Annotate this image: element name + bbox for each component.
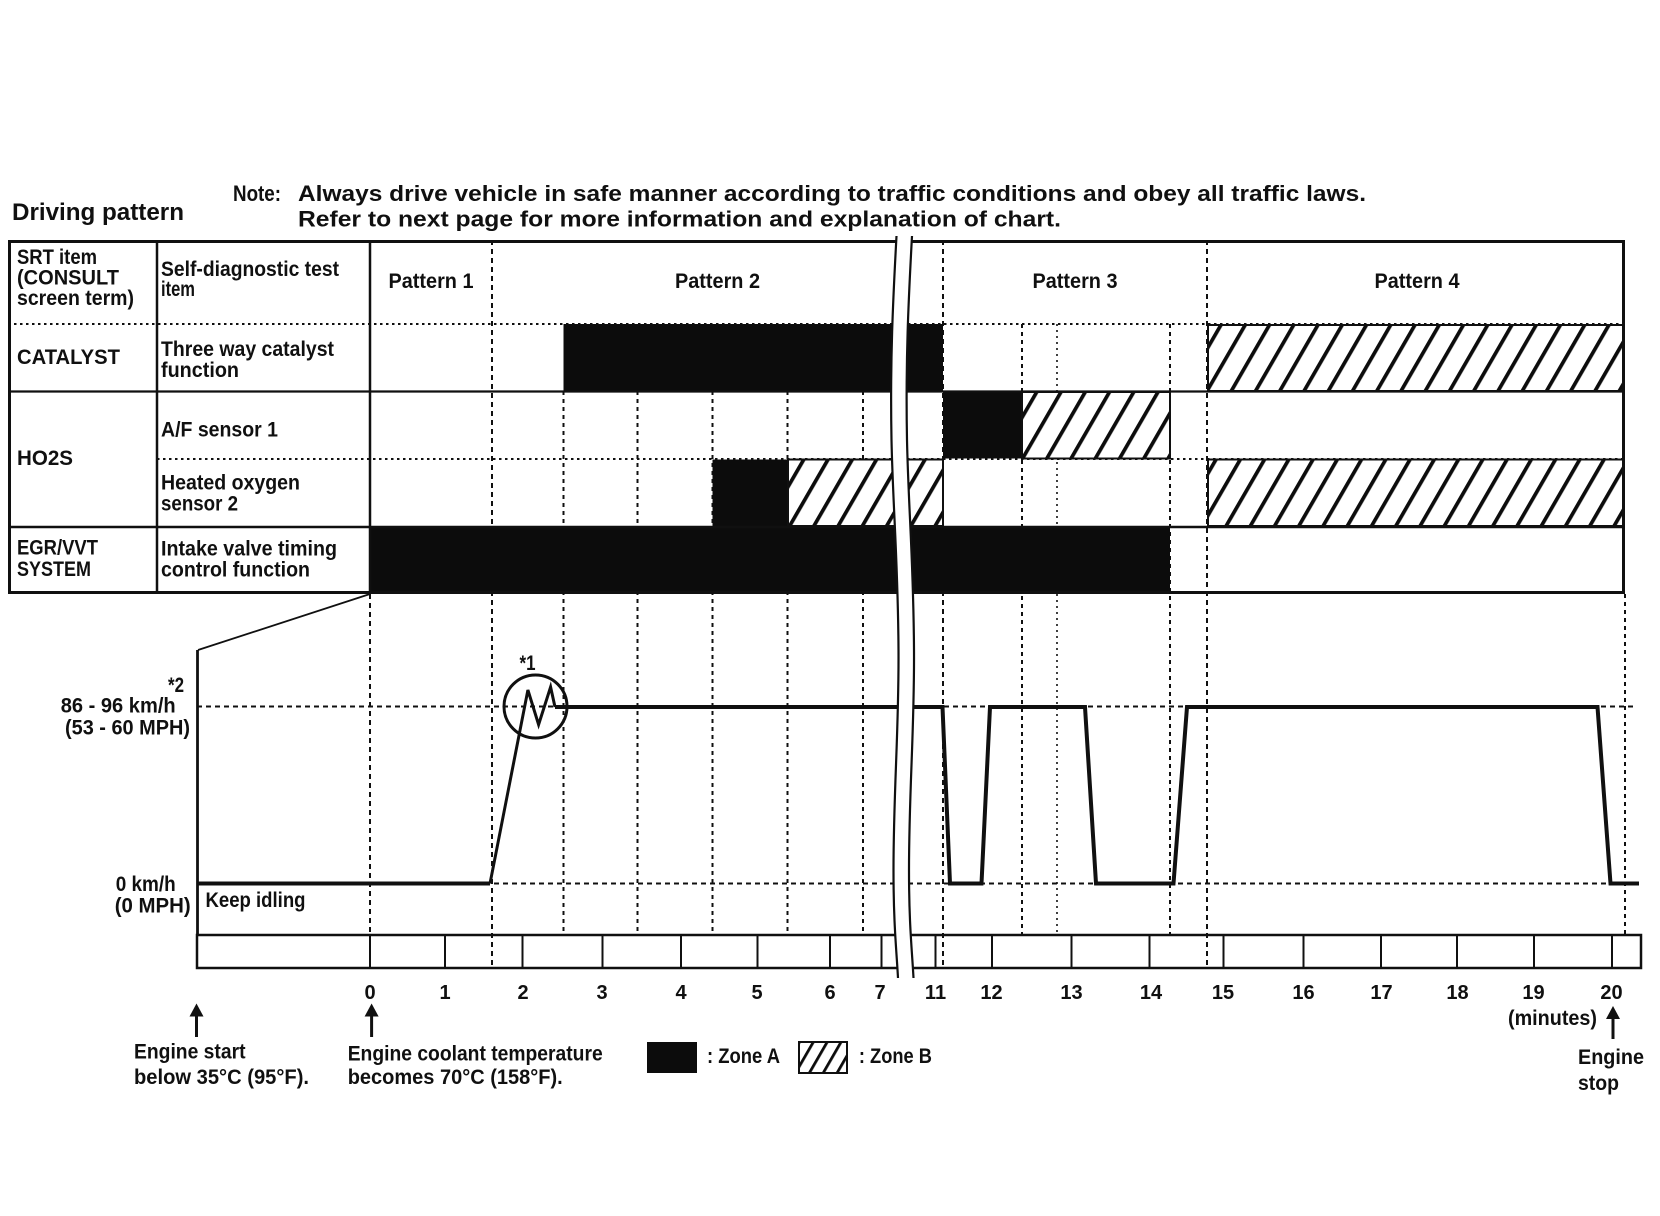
- svg-text:12: 12: [980, 982, 1002, 1004]
- svg-text:3: 3: [596, 982, 607, 1004]
- svg-text:Note:: Note:: [233, 181, 281, 206]
- svg-text:Engine: Engine: [1578, 1046, 1644, 1069]
- svg-text:HO2S: HO2S: [17, 447, 73, 470]
- svg-text:function: function: [161, 359, 239, 382]
- svg-text:*2: *2: [168, 674, 184, 697]
- svg-text:13: 13: [1060, 982, 1082, 1004]
- svg-text:11: 11: [925, 982, 946, 1004]
- svg-text:15: 15: [1212, 982, 1234, 1004]
- svg-text:2: 2: [517, 982, 528, 1004]
- svg-text:Pattern 3: Pattern 3: [1033, 270, 1118, 293]
- svg-text:Self-diagnostic test: Self-diagnostic test: [161, 258, 339, 281]
- svg-text:screen term): screen term): [17, 287, 134, 310]
- svg-text:SYSTEM: SYSTEM: [17, 558, 91, 581]
- svg-text:Always drive vehicle in safe m: Always drive vehicle in safe manner acco…: [298, 181, 1366, 206]
- svg-text:Keep idling: Keep idling: [206, 889, 306, 912]
- svg-text:Pattern 4: Pattern 4: [1375, 270, 1460, 293]
- svg-text:(CONSULT: (CONSULT: [17, 267, 119, 290]
- svg-text:Engine start: Engine start: [134, 1041, 246, 1064]
- svg-text:(53 - 60 MPH): (53 - 60 MPH): [65, 717, 190, 740]
- svg-text:Driving pattern: Driving pattern: [12, 199, 184, 226]
- svg-text:(0 MPH): (0 MPH): [115, 895, 191, 918]
- svg-text:Engine coolant temperature: Engine coolant temperature: [348, 1043, 603, 1066]
- svg-text:16: 16: [1292, 982, 1314, 1004]
- svg-text:Three way catalyst: Three way catalyst: [161, 338, 334, 361]
- svg-text:sensor 2: sensor 2: [161, 493, 238, 516]
- svg-text:0: 0: [364, 982, 375, 1004]
- svg-text:5: 5: [751, 982, 762, 1004]
- svg-text:becomes 70°C (158°F).: becomes 70°C (158°F).: [348, 1066, 563, 1089]
- svg-text:Refer to next page for more in: Refer to next page for more information …: [298, 207, 1061, 232]
- svg-text:1: 1: [439, 982, 450, 1004]
- svg-text:: Zone A: : Zone A: [707, 1045, 780, 1068]
- svg-text:CATALYST: CATALYST: [17, 346, 120, 369]
- svg-text:stop: stop: [1578, 1072, 1619, 1095]
- svg-text:SRT item: SRT item: [17, 246, 97, 269]
- svg-text:Heated oxygen: Heated oxygen: [161, 472, 300, 495]
- svg-text:17: 17: [1370, 982, 1392, 1004]
- svg-text:(minutes): (minutes): [1508, 1007, 1597, 1030]
- svg-text:4: 4: [675, 982, 687, 1004]
- svg-text:below 35°C (95°F).: below 35°C (95°F).: [134, 1066, 309, 1089]
- svg-text:control function: control function: [161, 559, 310, 582]
- svg-text:*1: *1: [520, 652, 536, 675]
- svg-text:Pattern 2: Pattern 2: [675, 270, 760, 293]
- svg-text:Pattern 1: Pattern 1: [389, 270, 474, 293]
- svg-text:18: 18: [1446, 982, 1468, 1004]
- svg-text:7: 7: [874, 982, 885, 1004]
- svg-text:item: item: [161, 278, 195, 301]
- svg-text:EGR/VVT: EGR/VVT: [17, 537, 98, 560]
- svg-text:14: 14: [1140, 982, 1163, 1004]
- svg-text:: Zone B: : Zone B: [859, 1045, 932, 1068]
- svg-text:A/F sensor 1: A/F sensor 1: [161, 419, 278, 442]
- svg-text:6: 6: [824, 982, 835, 1004]
- svg-text:19: 19: [1522, 982, 1544, 1004]
- svg-text:0 km/h: 0 km/h: [116, 873, 176, 896]
- svg-text:20: 20: [1600, 982, 1622, 1004]
- svg-text:86 - 96 km/h: 86 - 96 km/h: [61, 695, 176, 718]
- svg-text:Intake valve timing: Intake valve timing: [161, 538, 337, 561]
